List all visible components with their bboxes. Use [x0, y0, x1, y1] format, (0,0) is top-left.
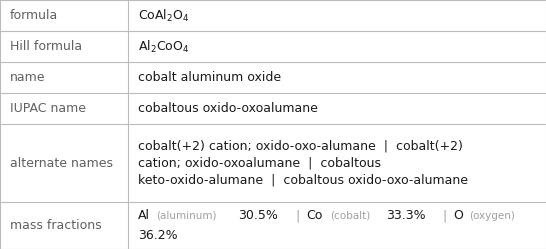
- Text: (aluminum): (aluminum): [156, 211, 217, 221]
- Text: O: O: [453, 209, 463, 222]
- Text: Al$_2$CoO$_4$: Al$_2$CoO$_4$: [138, 39, 189, 55]
- Text: cobaltous oxido-oxoalumane: cobaltous oxido-oxoalumane: [138, 102, 318, 116]
- Text: |: |: [295, 209, 299, 222]
- Text: |: |: [442, 209, 447, 222]
- Text: name: name: [10, 71, 45, 84]
- Text: mass fractions: mass fractions: [10, 219, 102, 232]
- Text: formula: formula: [10, 9, 58, 22]
- Text: Co: Co: [306, 209, 323, 222]
- Text: Al: Al: [138, 209, 150, 222]
- Text: cobalt(+2) cation; oxido-oxo-alumane  |  cobalt(+2)
cation; oxido-oxoalumane  | : cobalt(+2) cation; oxido-oxo-alumane | c…: [138, 140, 468, 187]
- Text: cobalt aluminum oxide: cobalt aluminum oxide: [138, 71, 281, 84]
- Text: CoAl$_2$O$_4$: CoAl$_2$O$_4$: [138, 7, 189, 24]
- Text: (oxygen): (oxygen): [468, 211, 514, 221]
- Text: alternate names: alternate names: [10, 157, 113, 170]
- Text: 30.5%: 30.5%: [238, 209, 278, 222]
- Text: IUPAC name: IUPAC name: [10, 102, 86, 116]
- Text: (cobalt): (cobalt): [330, 211, 370, 221]
- Text: 36.2%: 36.2%: [138, 229, 178, 242]
- Text: Hill formula: Hill formula: [10, 40, 82, 53]
- Text: 33.3%: 33.3%: [385, 209, 425, 222]
